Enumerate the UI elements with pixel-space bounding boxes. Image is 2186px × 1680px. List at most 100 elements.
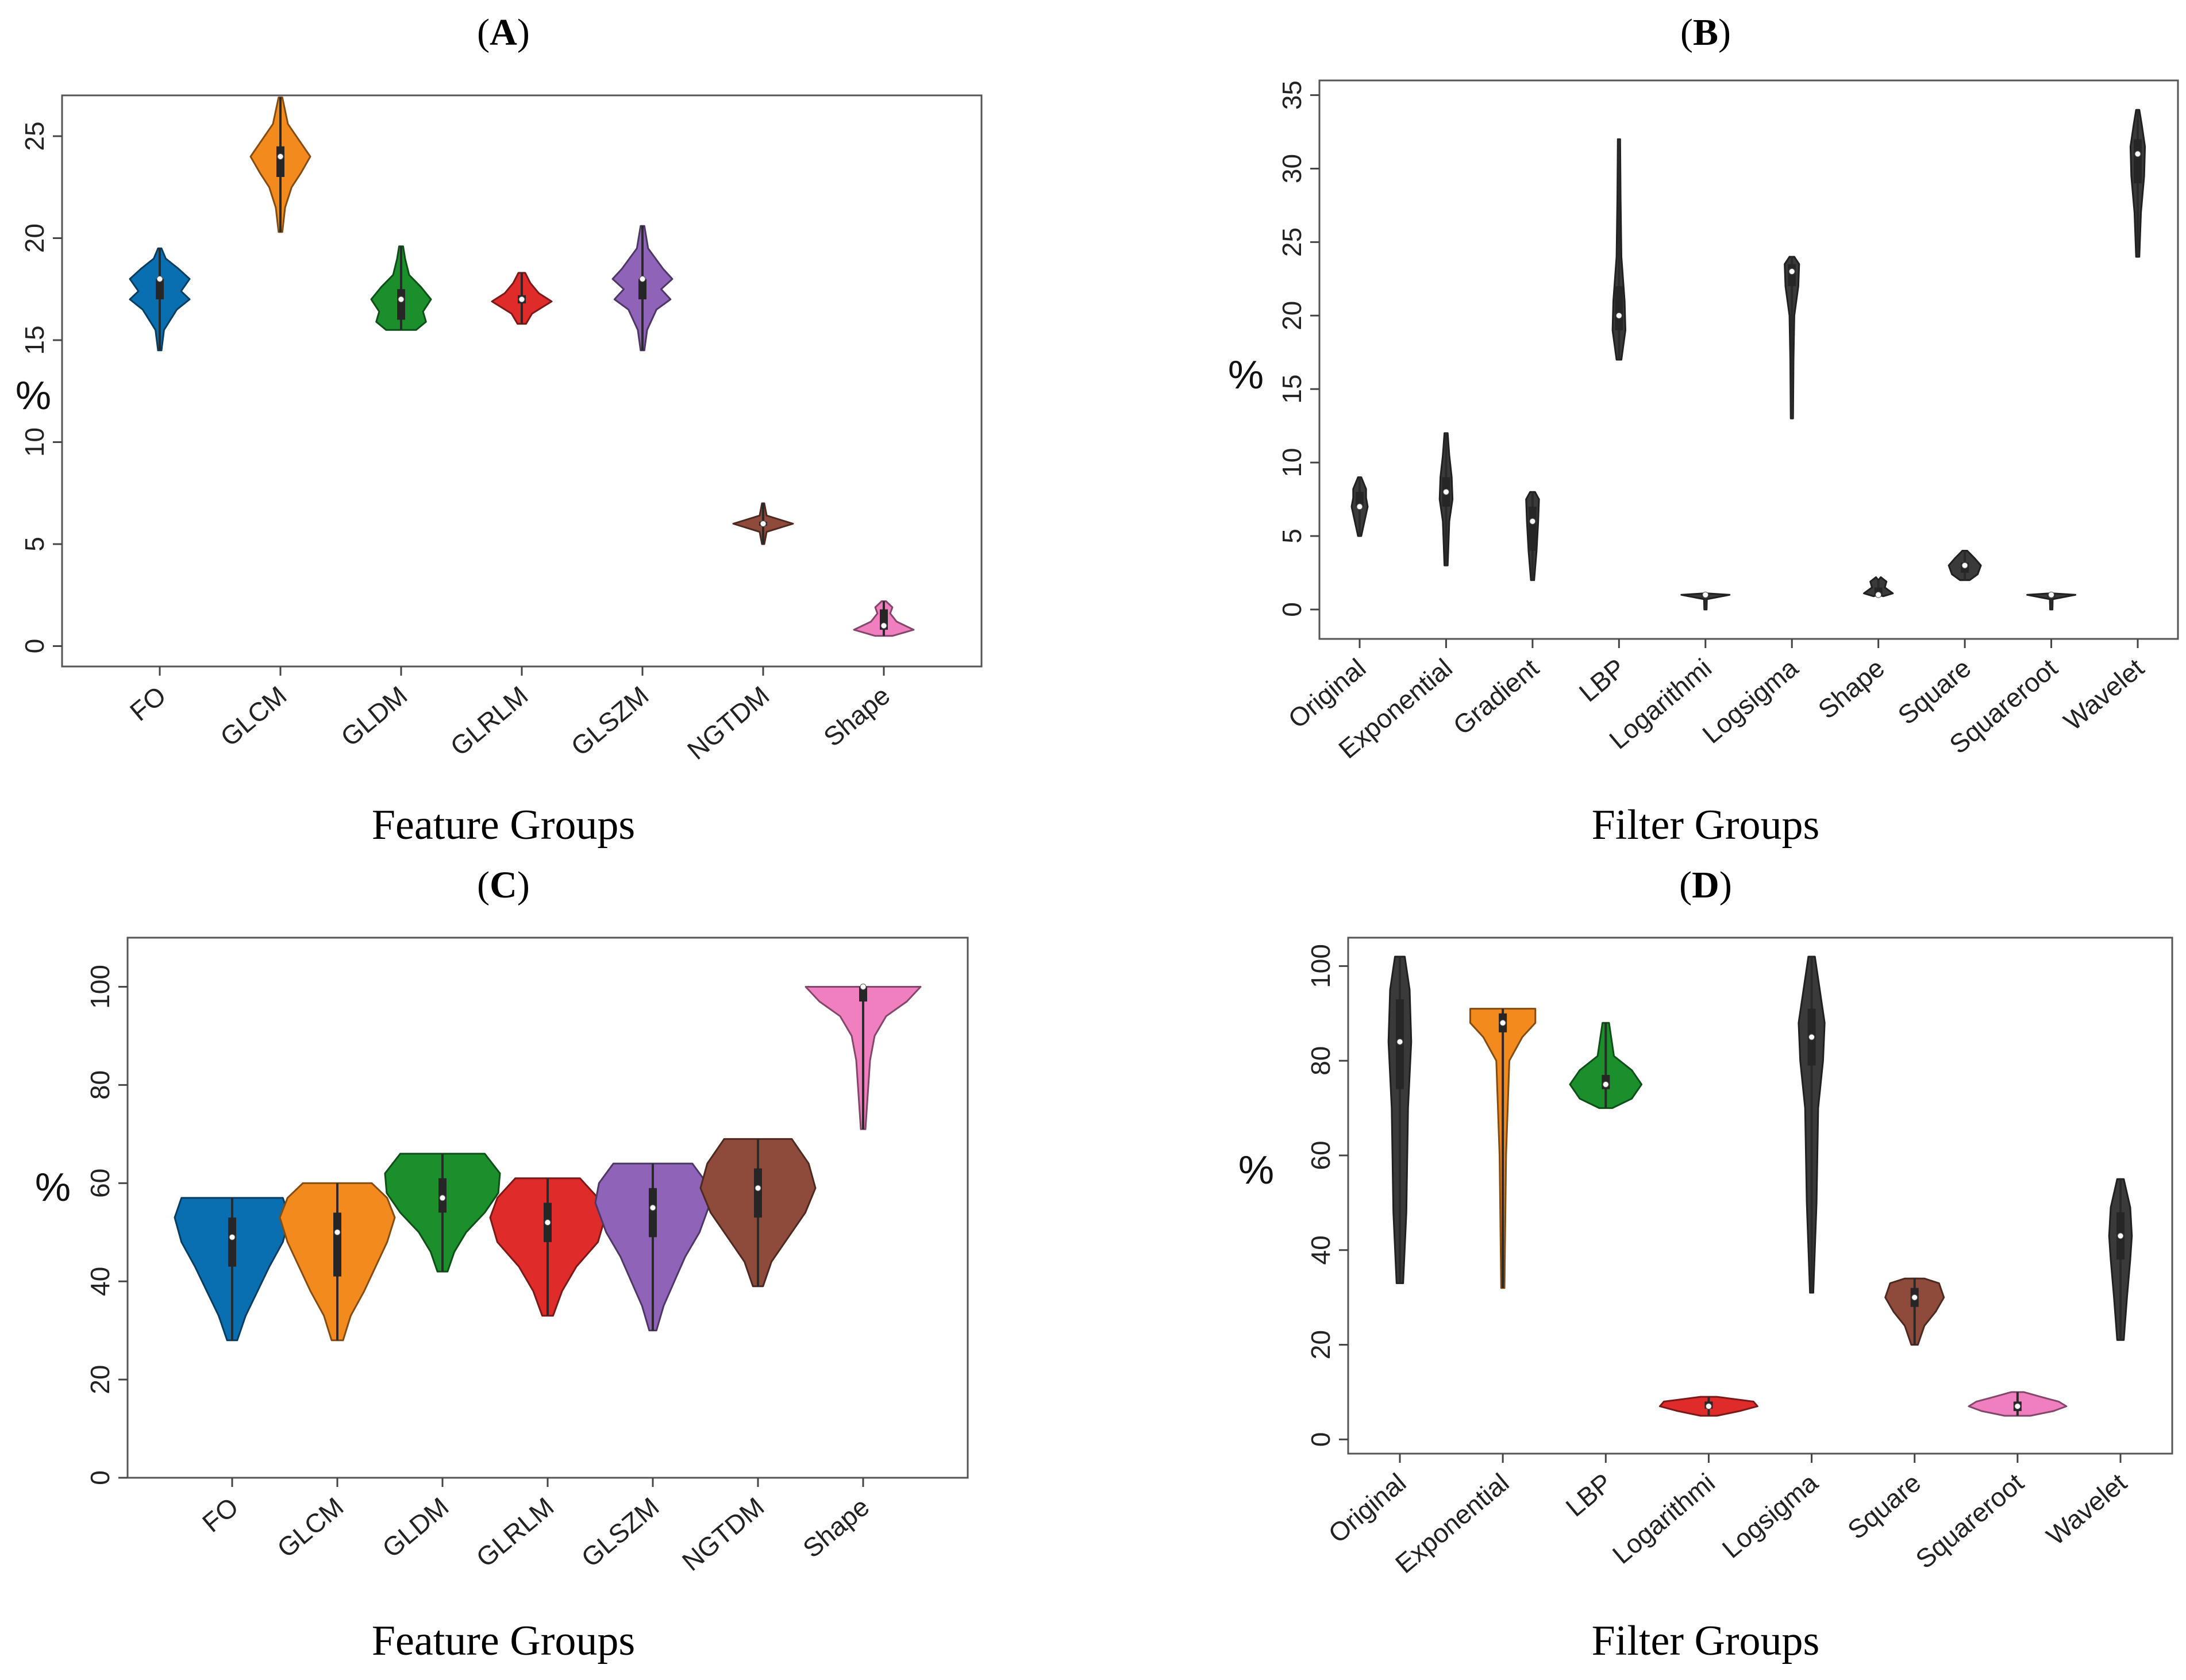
panel-a-title: (A): [477, 11, 530, 53]
panel-a: (A) 0 5 10 15 20 25 FO GLCM GLDM GLRLM GLSZM NGTDM S…: [16, 11, 983, 849]
violin-median-dot: [880, 622, 887, 629]
panel-b-y-tick-label: 25: [1277, 228, 1307, 257]
violin-iqr-box: [397, 289, 405, 320]
violin-median-dot: [439, 1195, 446, 1201]
panel-d-y-tick-label: 40: [1306, 1235, 1336, 1265]
panel-a-x-tick-label: NGTDM: [682, 680, 775, 765]
violin-median-dot: [1961, 562, 1968, 569]
panel-c-x-tick-label: Shape: [797, 1492, 875, 1563]
panel-b-x-tick-label: Shape: [1812, 653, 1890, 725]
panel-c-x-tick-label: GLCM: [271, 1492, 349, 1563]
violin-iqr-box: [2134, 139, 2142, 184]
panel-b-title: (B): [1680, 11, 1731, 53]
panel-d-x-tick-label: Logarithmi: [1607, 1467, 1721, 1570]
violin-median-dot: [518, 296, 525, 303]
violin-median-dot: [2048, 591, 2055, 598]
violin-median-dot: [755, 1185, 761, 1192]
violin-median-dot: [544, 1219, 551, 1226]
panel-d-x-tick-label: Original: [1323, 1467, 1412, 1549]
panel-c-y-tick-label: 60: [85, 1169, 115, 1198]
violin-median-dot: [1705, 1403, 1712, 1410]
panel-d-x-axis-label: Filter Groups: [1592, 1617, 1820, 1664]
violin-median-dot: [2117, 1232, 2124, 1239]
panel-c-x-tick-label: GLSZM: [576, 1492, 665, 1573]
panel-d-y-tick-label: 80: [1306, 1046, 1336, 1076]
violin-median-dot: [1356, 503, 1363, 510]
violin-median-dot: [1615, 312, 1622, 319]
panel-a-y-axis-label: %: [16, 373, 51, 418]
panel-d-y-tick-label: 0: [1306, 1432, 1336, 1447]
violin-iqr-box: [754, 1168, 762, 1218]
panel-b-y-tick-label: 35: [1277, 80, 1307, 110]
panel-d-y-tick-label: 100: [1306, 944, 1336, 988]
violin-median-dot: [334, 1229, 341, 1236]
violin-iqr-box: [333, 1212, 341, 1277]
panel-c-x-tick-label: GLDM: [376, 1492, 454, 1563]
panel-b-y-tick-label: 10: [1277, 448, 1307, 477]
panel-c-y-tick-label: 80: [85, 1070, 115, 1100]
panel-b-y-tick-label: 20: [1277, 301, 1307, 330]
panel-b-plot: 05101520253035OriginalExponentialGradien…: [1277, 79, 2179, 764]
panel-c-x-axis-label: Feature Groups: [372, 1617, 635, 1664]
panel-b-x-tick-label: Square: [1892, 653, 1976, 730]
panel-b-frame: [1318, 79, 2179, 640]
panel-d-x-tick-label: LBP: [1560, 1467, 1618, 1523]
violin-median-dot: [1911, 1294, 1918, 1301]
panel-b-y-tick-label: 30: [1277, 154, 1307, 183]
violin-iqr-box: [638, 279, 646, 299]
panel-a-x-tick-label: GLCM: [214, 680, 292, 752]
violin-iqr-box: [859, 987, 867, 1002]
panel-b-x-tick-label: Wavelet: [2058, 653, 2150, 737]
violin-median-dot: [1808, 1034, 1815, 1041]
panel-c-y-tick-label: 0: [85, 1470, 115, 1485]
violin-median-dot: [1602, 1081, 1609, 1088]
panel-c-y-tick-label: 100: [85, 965, 115, 1009]
panel-b-y-axis-label: %: [1228, 352, 1264, 397]
panel-a-y-tick-label: 15: [20, 325, 49, 355]
panel-b-y-tick-label: 5: [1277, 529, 1307, 544]
panel-d-y-axis-label: %: [1238, 1147, 1274, 1192]
violin-iqr-box: [649, 1188, 657, 1238]
panel-a-x-tick-label: Shape: [818, 680, 895, 752]
panel-c-title: (C): [477, 864, 530, 906]
violin-iqr-box: [1615, 286, 1623, 330]
panel-d-x-tick-label: Squareroot: [1910, 1467, 2030, 1574]
panel-a-y-tick-label: 5: [20, 537, 49, 552]
violin-iqr-box: [1356, 492, 1364, 507]
panel-a-plot: 0 5 10 15 20 25 FO GLCM GLDM GLRLM GLSZM NGTDM Shape: [20, 94, 983, 765]
panel-a-y-tick-label: 20: [20, 224, 49, 253]
violin-median-dot: [156, 276, 163, 282]
panel-c-y-axis-label: %: [35, 1165, 71, 1209]
violin-iqr-box: [156, 279, 164, 299]
panel-c-x-tick-label: NGTDM: [676, 1492, 770, 1577]
panel-b-y-tick-label: 0: [1277, 602, 1307, 617]
panel-d-x-tick-label: Wavelet: [2041, 1467, 2133, 1551]
violin-median-dot: [398, 296, 405, 303]
panel-c-x-tick-label: GLRLM: [471, 1492, 560, 1573]
violin-median-dot: [1442, 488, 1449, 495]
violin-median-dot: [1529, 518, 1536, 525]
violin-iqr-box: [1788, 264, 1796, 287]
panel-d-y-tick-label: 60: [1306, 1140, 1336, 1170]
panel-c: (C) 0 20 40 60 80 100 FO GLCM GLDM GLRLM GLSZM NGTD…: [35, 864, 969, 1664]
panel-d-y-tick-label: 20: [1306, 1330, 1336, 1359]
violin-median-dot: [229, 1234, 236, 1240]
panel-a-x-tick-label: GLDM: [335, 680, 413, 752]
panel-a-x-axis-label: Feature Groups: [372, 802, 635, 849]
panel-c-y-tick-label: 20: [85, 1365, 115, 1394]
panel-b-x-tick-label: LBP: [1573, 653, 1631, 708]
violin-median-dot: [1875, 591, 1882, 598]
violin-median-dot: [760, 521, 767, 527]
panel-d-frame: [1347, 937, 2173, 1455]
panel-d-x-tick-label: Square: [1842, 1467, 1926, 1545]
panel-a-x-tick-label: FO: [124, 680, 171, 727]
panel-a-y-tick-label: 10: [20, 427, 49, 457]
panel-c-y-tick-label: 40: [85, 1267, 115, 1296]
panel-c-plot: 0 20 40 60 80 100 FO GLCM GLDM GLRLM GLSZM NGTDM Sha…: [85, 937, 969, 1577]
violin-median-dot: [1788, 268, 1795, 275]
panel-a-frame: [61, 94, 983, 668]
panel-c-x-tick-label: FO: [197, 1492, 244, 1538]
panel-d-x-tick-label: Exponential: [1390, 1467, 1515, 1579]
